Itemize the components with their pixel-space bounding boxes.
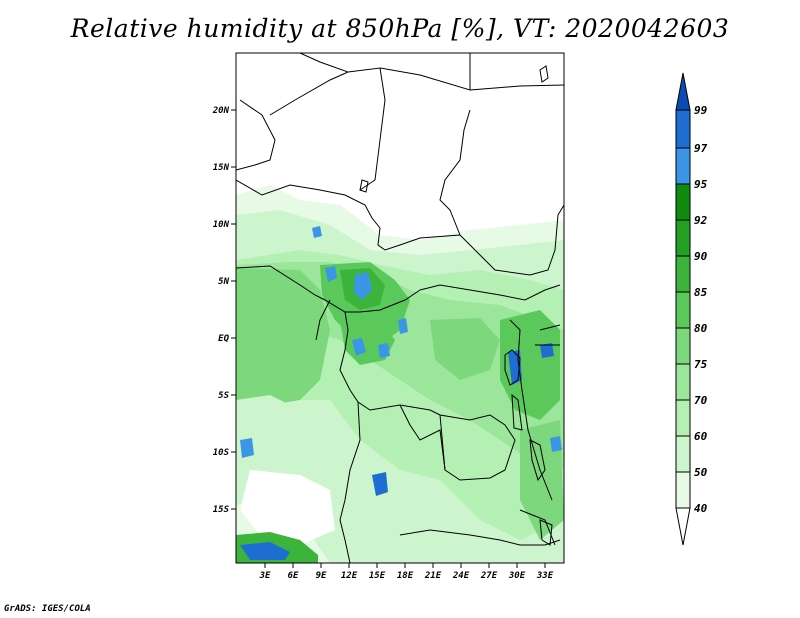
colorbar-label: 50 bbox=[694, 466, 708, 479]
colorbar-label: 60 bbox=[694, 430, 708, 443]
lat-label: 10S bbox=[213, 448, 230, 458]
colorbar-labels: 40 50 60 70 75 80 85 90 92 95 97 99 bbox=[694, 104, 708, 515]
colorbar-bin bbox=[676, 292, 690, 328]
lat-label: 5S bbox=[218, 391, 229, 401]
humidity-field bbox=[236, 53, 564, 563]
colorbar-bin bbox=[676, 184, 690, 220]
colorbar-bin bbox=[676, 472, 690, 508]
colorbar-over bbox=[675, 72, 691, 111]
country-borders bbox=[236, 53, 564, 563]
lon-label: 9E bbox=[316, 571, 327, 581]
lat-label: EQ bbox=[218, 334, 229, 344]
colorbar-label: 99 bbox=[694, 104, 708, 117]
lon-label: 18E bbox=[397, 571, 414, 581]
lon-labels: 3E 6E 9E 12E 15E 18E 21E 24E 27E 30E 33E bbox=[259, 571, 554, 581]
map-frame bbox=[235, 52, 565, 564]
lon-label: 24E bbox=[452, 571, 470, 581]
colorbar-label: 85 bbox=[694, 286, 708, 299]
colorbar-bin bbox=[676, 256, 690, 292]
colorbar-label: 90 bbox=[694, 250, 708, 263]
colorbar-bin bbox=[676, 328, 690, 364]
lon-label: 15E bbox=[369, 571, 386, 581]
lat-label: 15S bbox=[213, 505, 230, 515]
lon-label: 21E bbox=[424, 571, 442, 581]
lat-ticks bbox=[231, 109, 236, 510]
colorbar-bin bbox=[676, 436, 690, 472]
colorbar-under bbox=[675, 507, 691, 546]
colorbar-bin bbox=[676, 364, 690, 400]
lon-label: 3E bbox=[259, 571, 271, 581]
colorbar-label: 95 bbox=[694, 178, 708, 191]
colorbar-bin bbox=[676, 148, 690, 184]
lon-label: 30E bbox=[508, 571, 526, 581]
lon-label: 12E bbox=[341, 571, 358, 581]
lon-ticks bbox=[264, 563, 546, 568]
colorbar-label: 92 bbox=[694, 214, 708, 227]
colorbar-label: 80 bbox=[694, 322, 708, 335]
colorbar-bin bbox=[676, 400, 690, 436]
map-title: Relative humidity at 850hPa [%], VT: 202… bbox=[70, 14, 730, 43]
lat-labels: 20N 15N 10N 5N EQ 5S 10S 15S bbox=[212, 106, 230, 515]
colorbar-label: 97 bbox=[694, 142, 708, 155]
lon-label: 6E bbox=[288, 571, 299, 581]
colorbar-label: 40 bbox=[694, 502, 708, 515]
lon-label: 33E bbox=[536, 571, 554, 581]
colorbar-bin bbox=[676, 220, 690, 256]
lat-label: 5N bbox=[218, 277, 229, 287]
colorbar: 40 50 60 70 75 80 85 90 92 95 97 99 bbox=[675, 72, 708, 546]
lat-label: 20N bbox=[212, 106, 230, 116]
lat-label: 10N bbox=[213, 220, 230, 230]
colorbar-label: 70 bbox=[694, 394, 708, 407]
lon-label: 27E bbox=[480, 571, 498, 581]
colorbar-label: 75 bbox=[694, 358, 708, 371]
lat-label: 15N bbox=[213, 163, 230, 173]
grads-credit: GrADS: IGES/COLA bbox=[4, 604, 91, 614]
colorbar-bin bbox=[676, 110, 690, 148]
